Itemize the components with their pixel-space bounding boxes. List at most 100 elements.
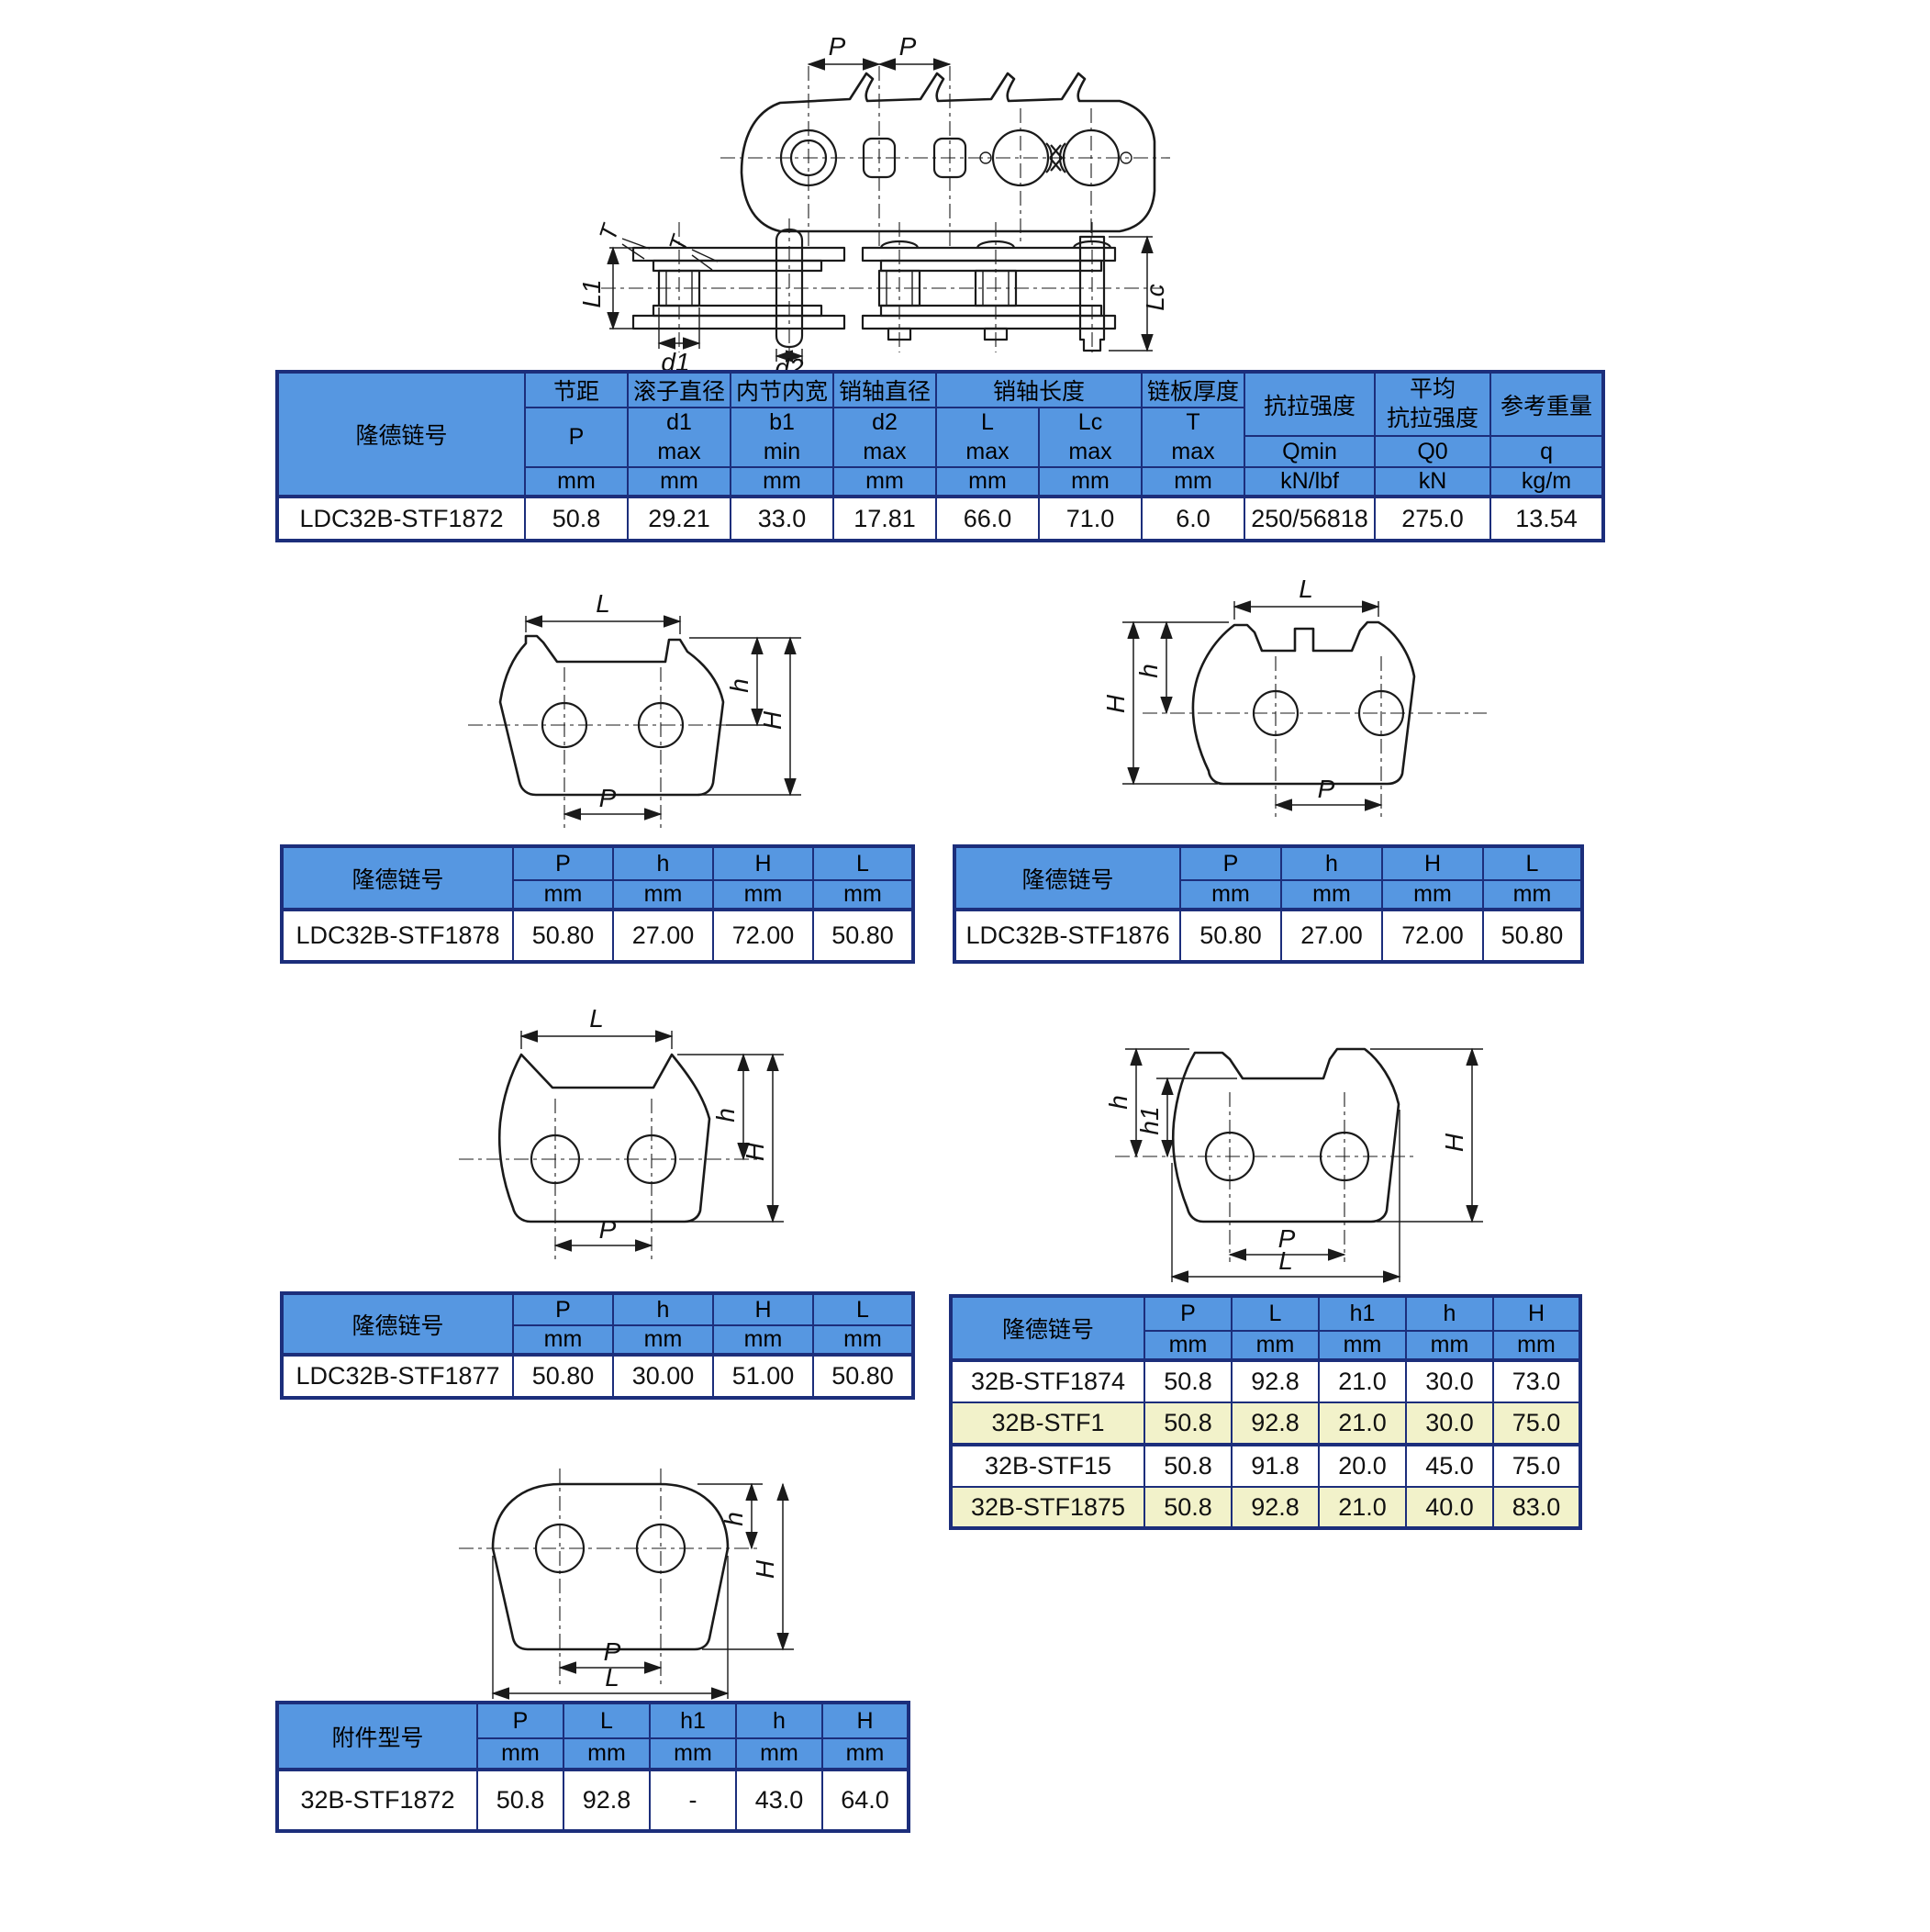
height-label: H bbox=[751, 1559, 779, 1579]
chain-model: 32B-STF1 bbox=[950, 1402, 1145, 1446]
table-row: LDC32B-STF1876 50.80 27.00 72.00 50.80 bbox=[954, 908, 1583, 963]
roller bbox=[657, 269, 701, 307]
table-row: LDC32B-STF1872 50.8 29.21 33.0 17.81 66.… bbox=[276, 495, 1605, 542]
plate-outline bbox=[491, 1482, 730, 1651]
chain-side-and-section-drawing: P P T T L1 Lc d1 bbox=[577, 32, 1170, 379]
unit-kn-lbf: kN/lbf bbox=[1244, 466, 1377, 497]
pitch-label: P bbox=[604, 1637, 621, 1666]
plate-outline bbox=[497, 1053, 711, 1223]
table-name-header: 附件型号 bbox=[276, 1702, 478, 1770]
table-name-header: 隆德链号 bbox=[281, 845, 514, 910]
col-group-tensile: 抗拉强度 bbox=[1244, 371, 1377, 437]
unit-mm: mm bbox=[524, 466, 629, 497]
height-label: H bbox=[741, 1142, 769, 1161]
chain-model: 32B-STF1872 bbox=[276, 1768, 478, 1832]
plate-hole bbox=[534, 1523, 586, 1574]
table-row: 32B-STF1875 50.8 92.8 21.0 40.0 83.0 bbox=[950, 1486, 1581, 1529]
top-width-label: L bbox=[596, 589, 610, 618]
bush-hole bbox=[862, 137, 897, 179]
hole-height-label: h bbox=[711, 1108, 740, 1122]
table-name-header: 隆德链号 bbox=[950, 1295, 1145, 1361]
plate-outline bbox=[498, 634, 725, 797]
top-width-label: L bbox=[589, 1004, 604, 1033]
outer-plate-bottom bbox=[631, 314, 846, 330]
plate-outline bbox=[1171, 1047, 1400, 1223]
col-group-plate-thickness: 链板厚度 bbox=[1141, 371, 1246, 408]
chain-model: LDC32B-STF1877 bbox=[281, 1353, 514, 1399]
end-pin bbox=[1078, 235, 1106, 352]
pitch-label: P bbox=[1318, 775, 1335, 803]
symbol-t: T max bbox=[1141, 407, 1246, 468]
col-group-avg-tensile: 平均 抗拉强度 bbox=[1374, 371, 1492, 437]
pitch-label: P bbox=[599, 784, 617, 812]
symbol-lc: Lc max bbox=[1037, 407, 1143, 468]
attachment-table: 附件型号 P L h1 h H mm mm mm mm mm 32B-STF18… bbox=[275, 1701, 910, 1833]
pitch-label: P bbox=[1278, 1224, 1296, 1253]
chain-model: 32B-STF1875 bbox=[950, 1486, 1145, 1529]
table-row: 32B-STF1874 50.8 92.8 21.0 30.0 73.0 bbox=[950, 1358, 1581, 1403]
length-label: L bbox=[605, 1663, 619, 1692]
unit-kg-m: kg/m bbox=[1489, 466, 1605, 497]
chain-model: LDC32B-STF1876 bbox=[954, 908, 1181, 963]
col-group-inner-width: 内节内宽 bbox=[730, 371, 834, 408]
height-label: H bbox=[758, 710, 787, 730]
attachment-multi-table: 隆德链号 P L h1 h H mm mm mm mm mm 32B-STF18… bbox=[949, 1294, 1582, 1530]
connecting-pin bbox=[775, 228, 804, 349]
col-group-pin-length: 销轴长度 bbox=[934, 371, 1143, 408]
table-row: 32B-STF1872 50.8 92.8 - 43.0 64.0 bbox=[276, 1768, 909, 1832]
plate-hole bbox=[1252, 689, 1300, 737]
chain-model: 32B-STF15 bbox=[950, 1443, 1145, 1488]
pitch-label-1: P bbox=[829, 32, 846, 61]
symbol-l: L max bbox=[935, 407, 1040, 468]
plate-hole bbox=[541, 701, 588, 749]
cotter-head bbox=[979, 151, 992, 164]
plate-hole bbox=[530, 1134, 581, 1185]
inner-plate-top bbox=[652, 259, 823, 273]
table-name-header: 隆德链号 bbox=[954, 845, 1181, 910]
inner-width-label: L1 bbox=[577, 279, 606, 307]
notch-height-label: h1 bbox=[1135, 1106, 1164, 1134]
pin-nub bbox=[887, 327, 912, 341]
symbol-q: q bbox=[1489, 435, 1605, 468]
pitch-label: P bbox=[599, 1215, 617, 1244]
hole-height-label: h bbox=[720, 1512, 748, 1526]
symbol-qmin: Qmin bbox=[1244, 435, 1377, 468]
chain-side-outline bbox=[740, 72, 1156, 233]
outer-plate-top bbox=[631, 246, 846, 262]
plate-drawing-1876: L h H P bbox=[1106, 575, 1487, 818]
roller-hole bbox=[779, 128, 838, 187]
symbol-q0: Q0 bbox=[1374, 435, 1492, 468]
height-label: H bbox=[1106, 694, 1130, 713]
main-table-name-header: 隆德链号 bbox=[276, 371, 526, 497]
symbol-p: P bbox=[524, 407, 629, 468]
hole-height-label: h bbox=[1104, 1095, 1132, 1110]
pitch-label-2: P bbox=[899, 32, 917, 61]
table-row: LDC32B-STF1878 50.80 27.00 72.00 50.80 bbox=[281, 908, 914, 963]
plate-drawing-multi: h h1 H P L bbox=[1104, 1047, 1483, 1283]
plate-table-1877: 隆德链号 P h H L mm mm mm mm LDC32B-STF1877 … bbox=[280, 1291, 915, 1400]
table-row: 32B-STF15 50.8 91.8 20.0 45.0 75.0 bbox=[950, 1443, 1581, 1488]
unit-kn: kN bbox=[1374, 466, 1492, 497]
plate-hole bbox=[1204, 1131, 1255, 1182]
plate-thickness-label-1: T bbox=[594, 219, 625, 243]
height-label: H bbox=[1440, 1133, 1468, 1152]
chain-model: LDC32B-STF1878 bbox=[281, 908, 514, 963]
chain-model: LDC32B-STF1872 bbox=[276, 495, 526, 542]
pin-length-label: Lc bbox=[1141, 284, 1169, 311]
table-name-header: 隆德链号 bbox=[281, 1292, 514, 1356]
hole-height-label: h bbox=[725, 678, 753, 693]
length-label: L bbox=[1278, 1246, 1293, 1275]
top-width-label: L bbox=[1299, 575, 1313, 603]
plate-drawing-1878: L h H P bbox=[468, 589, 801, 829]
chain-model: 32B-STF1874 bbox=[950, 1358, 1145, 1403]
pin-hole bbox=[991, 128, 1050, 187]
pin-head bbox=[879, 240, 920, 249]
table-row: 32B-STF1 50.8 92.8 21.0 30.0 75.0 bbox=[950, 1402, 1581, 1446]
symbol-b1: b1 min bbox=[730, 407, 834, 468]
col-group-pitch: 节距 bbox=[524, 371, 629, 408]
plate-outline bbox=[1191, 620, 1416, 786]
plate-drawing-1877: L h H P bbox=[459, 1004, 784, 1260]
col-group-ref-weight: 参考重量 bbox=[1489, 371, 1605, 437]
symbol-d1: d1 max bbox=[627, 407, 731, 468]
